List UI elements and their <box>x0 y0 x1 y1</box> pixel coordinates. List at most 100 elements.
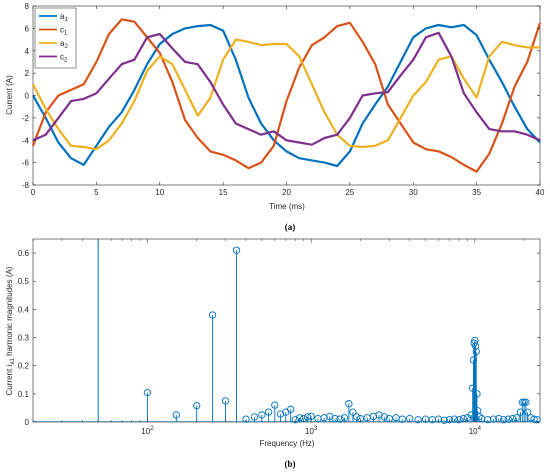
chart-a-x-tick-label: 20 <box>282 188 291 197</box>
chart-a-plot-area <box>32 5 541 186</box>
chart-b-y-ticks: 0 0.1 0.2 0.3 0.4 0.5 0.6 <box>18 249 540 427</box>
chart-b-stem-marker <box>271 401 279 409</box>
chart-b-stem-marker <box>295 414 304 422</box>
chart-a-legend-entry: c2 <box>60 53 68 64</box>
chart-b-stem-marker <box>471 342 480 350</box>
chart-a-y-tick-label: -4 <box>22 136 30 145</box>
chart-b-x-tick-label: 103 <box>305 426 318 436</box>
chart-a-y-tick-label: -2 <box>22 114 30 123</box>
chart-b-plot-area <box>32 238 541 423</box>
chart-b-y-tick-label: 0 <box>25 418 30 427</box>
chart-b-stem-series <box>33 239 541 424</box>
chart-a-y-tick-label: 4 <box>25 47 30 56</box>
chart-b-stem-marker <box>380 413 388 421</box>
chart-b-x-tick-label: 102 <box>141 426 154 436</box>
chart-b-stem-marker <box>276 410 285 418</box>
chart-a-series-line-a2 <box>32 38 540 151</box>
chart-a-legend: a1 c1 a2 c2 <box>34 7 77 69</box>
chart-b-stem-marker <box>500 416 508 424</box>
chart-b-stem-marker <box>450 415 459 423</box>
chart-b-stem-marker <box>508 414 517 423</box>
chart-b-y-axis-label: Current ia1 harmonic magnitudes (A) <box>5 266 16 395</box>
chart-b-stem-marker <box>473 407 482 415</box>
chart-a-x-tick-label: 25 <box>345 188 354 197</box>
chart-a-y-tick-label: -8 <box>22 181 30 190</box>
chart-a: 0 5 10 15 20 25 30 35 40 -8 -6 -4 -2 0 2 4 6 8 Time (ms)… <box>5 2 545 232</box>
chart-b-stem-marker <box>475 412 483 421</box>
chart-a-y-tick-label: 0 <box>25 92 30 101</box>
chart-b-stem-marker <box>172 411 180 419</box>
chart-b-stem-marker <box>287 405 295 413</box>
chart-a-x-ticks: 0 5 10 15 20 25 30 35 40 <box>31 6 545 197</box>
chart-a-legend-entry: c1 <box>60 26 68 37</box>
chart-b-y-tick-label: 0.3 <box>18 334 30 343</box>
chart-b-stem-marker <box>258 411 266 419</box>
chart-b-x-ticks: 102 103 104 <box>32 239 525 436</box>
chart-a-legend-box <box>34 7 77 69</box>
chart-a-y-tick-label: 6 <box>25 24 30 33</box>
chart-b-stem-marker <box>533 416 541 424</box>
chart-a-series-group <box>31 18 542 173</box>
chart-b-stem-marker <box>523 408 532 416</box>
chart-a-legend-entry: a2 <box>60 39 68 50</box>
chart-b-stem-marker <box>143 389 152 397</box>
chart-b-stem-marker <box>208 311 217 319</box>
chart-a-series-line-a1 <box>32 23 541 168</box>
chart-b-stem-marker <box>264 408 273 416</box>
chart-b-y-tick-label: 0.5 <box>18 277 30 286</box>
chart-a-x-tick-label: 0 <box>31 188 36 197</box>
chart-b-stem-marker <box>193 402 201 410</box>
chart-b-x-axis-label: Frequency (Hz) <box>259 439 314 448</box>
chart-b-y-tick-label: 0.6 <box>18 249 30 258</box>
chart-b-stem-marker <box>336 415 344 423</box>
chart-b-y-tick-label: 0.2 <box>18 362 30 371</box>
chart-a-series-line-c2 <box>32 31 541 146</box>
chart-b-stem-marker <box>369 412 378 421</box>
chart-a-x-tick-label: 10 <box>155 188 164 197</box>
chart-b-stem-marker <box>434 415 443 423</box>
chart-b-stem-marker <box>353 413 361 421</box>
chart-b-stem-marker <box>414 416 422 424</box>
chart-a-legend-entry: a1 <box>60 12 68 23</box>
chart-b-stem-marker <box>331 414 339 423</box>
chart-b: 102 103 104 0 0.1 0.2 0.3 0.4 0.5 0.6 Frequency … <box>5 238 541 469</box>
chart-a-series-line-c1 <box>31 18 542 173</box>
chart-a-y-tick-label: -6 <box>22 159 30 168</box>
chart-b-stem-marker <box>349 408 357 416</box>
chart-b-stem-marker <box>375 411 383 419</box>
chart-a-x-tick-label: 40 <box>536 188 545 197</box>
chart-b-stem-marker <box>484 416 492 424</box>
panel-a-label: (a) <box>285 222 296 232</box>
chart-b-stem-marker <box>232 246 241 254</box>
chart-b-x-tick-label: 104 <box>469 426 482 436</box>
chart-b-stem-marker <box>340 414 349 422</box>
chart-b-stem-marker <box>473 390 481 398</box>
chart-a-y-axis-label: Current (A) <box>5 75 14 115</box>
chart-b-stem-marker <box>455 416 463 424</box>
chart-a-x-tick-label: 30 <box>409 188 418 197</box>
chart-b-stem-marker <box>522 398 530 406</box>
chart-b-stem-marker <box>459 414 467 423</box>
chart-b-stem-marker <box>530 415 538 423</box>
chart-b-stem-marker <box>291 416 299 424</box>
panel-b-label: (b) <box>285 459 296 469</box>
chart-b-stem-marker <box>242 415 250 423</box>
chart-b-stem-marker <box>504 415 512 423</box>
chart-a-y-tick-label: 8 <box>25 2 30 11</box>
chart-a-y-tick-label: 2 <box>25 69 30 78</box>
chart-b-stem-marker <box>398 415 406 423</box>
chart-b-stem-marker <box>471 336 479 345</box>
chart-b-stem-marker <box>445 416 454 424</box>
chart-b-stem-marker <box>512 414 521 422</box>
chart-b-y-tick-label: 0.1 <box>18 390 30 399</box>
chart-b-stem-marker <box>345 400 353 408</box>
chart-b-stem-marker <box>320 414 328 422</box>
chart-b-y-tick-label: 0.4 <box>18 305 30 314</box>
chart-b-stem-marker <box>440 416 448 424</box>
chart-a-x-axis-label: Time (ms) <box>269 202 305 211</box>
chart-a-y-ticks: -8 -6 -4 -2 0 2 4 6 8 <box>22 2 540 190</box>
chart-b-stem-marker <box>221 397 230 405</box>
chart-b-stem-marker <box>489 415 498 423</box>
chart-a-x-tick-label: 15 <box>219 188 228 197</box>
